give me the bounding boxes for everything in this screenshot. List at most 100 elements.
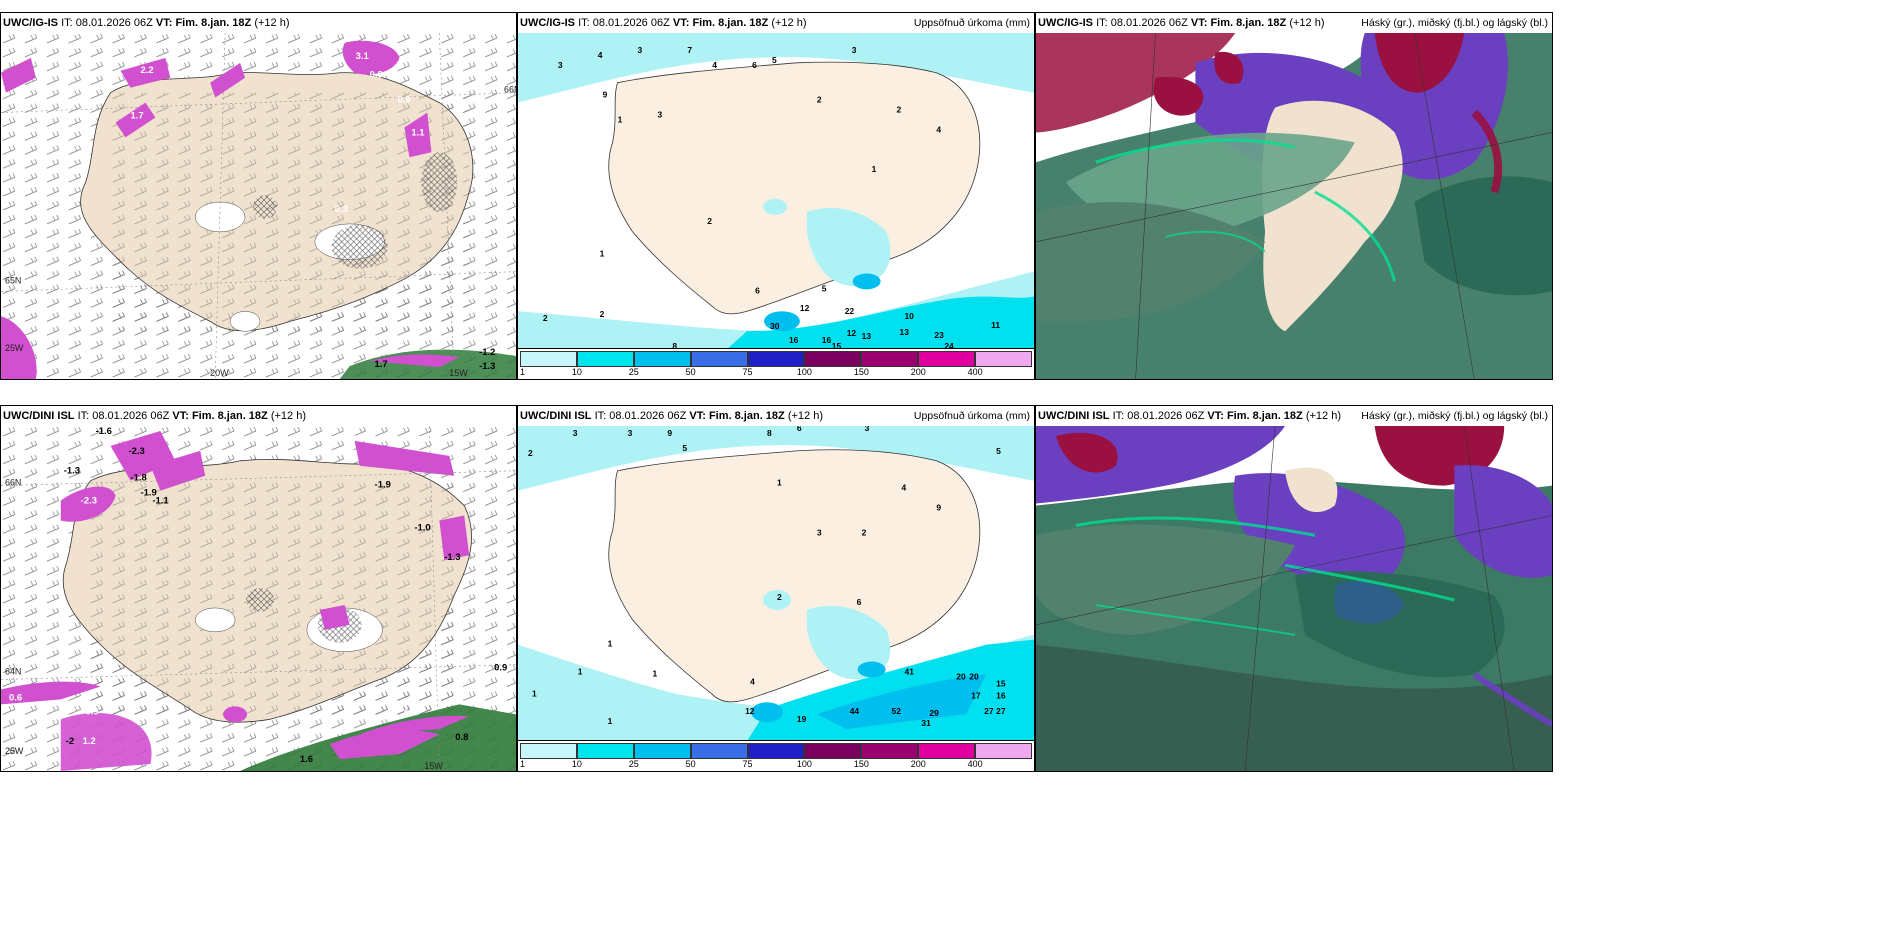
map-area[interactable]: 15W 25W 64N 66N -1.6 -2.3 -1.8 -1.9 -1.1… [1,426,516,771]
temp-value: 0.9 [494,663,507,674]
map-area[interactable] [1036,33,1552,379]
temp-value: 0.8 [455,732,468,743]
lead-time: (+12 h) [270,410,306,422]
temp-value: -1.8 [130,473,146,484]
legend-tick: 150 [853,759,869,769]
legend-ticks: 1 10 25 50 75 100 150 200 400 [520,367,1032,379]
temperature-map: 15W 25W 64N 66N -1.6 -2.3 -1.8 -1.9 -1.1… [1,426,516,771]
lead-time: (+12 h) [787,410,823,422]
model-name: UWC/DINI ISL [520,410,592,422]
legend-swatch [804,351,862,367]
temp-value: 1.7 [130,111,143,122]
vt-value: Fim. 8.jan. 18Z [175,17,252,29]
map-area[interactable] [1036,426,1552,771]
precip-value: 2 [777,592,782,602]
temp-value: 1.7 [375,359,388,370]
precip-value: 16 [789,335,799,345]
axis-label: 15W [449,368,468,378]
legend-tick: 75 [742,759,753,769]
precip-value: 3 [817,527,822,537]
vt-label: VT: [172,410,189,422]
precip-value: 2 [862,527,867,537]
panel-dini-clouds[interactable]: UWC/DINI ISL IT: 08.01.2026 06Z VT: Fim.… [1035,405,1553,772]
legend-tick: 400 [967,759,983,769]
vt-label: VT: [155,17,173,29]
precip-value: 1 [578,666,583,676]
vt-value: Fim. 8.jan. 18Z [692,17,769,29]
precip-value: 5 [996,446,1001,456]
precip-value: 6 [797,426,802,433]
vt-value: Fim. 8.jan. 18Z [1226,410,1303,422]
legend-swatch [520,743,577,759]
panel-dini-precip[interactable]: UWC/DINI ISL IT: 08.01.2026 06Z VT: Fim.… [517,405,1035,772]
legend-tick: 100 [796,367,812,377]
precip-value: 3 [638,45,643,55]
precip-value: 2 [897,105,902,115]
precip-value: 1 [532,688,537,698]
precip-value: 3 [628,428,633,438]
panel-igis-clouds[interactable]: UWC/IG-IS IT: 08.01.2026 06Z VT: Fim. 8.… [1035,12,1553,380]
vt-value: Fim. 8.jan. 18Z [191,410,268,422]
map-area[interactable]: 20W 15W 25W 65N 66N 3.1 2.2 1.7 1.1 0.9 … [1,33,516,379]
legend-swatch [633,351,691,367]
panel-title: Háský (gr.), miðský (fj.bl.) og lágský (… [1361,410,1548,422]
axis-label: 64N [5,667,21,677]
panel-igis-temp[interactable]: UWC/IG-IS IT: 08.01.2026 06Z VT: Fim. 8.… [0,12,517,380]
precip-value: 52 [892,706,902,716]
legend-swatch [576,743,634,759]
panel-header: UWC/IG-IS IT: 08.01.2026 06Z VT: Fim. 8.… [518,13,1034,33]
legend-tick: 25 [628,367,639,377]
precip-value: 4 [598,50,603,60]
temp-value: 1.6 [300,754,313,765]
precip-value: 9 [936,502,941,512]
precip-map: 3 4 3 7 4 6 5 3 2 1 2 1 6 5 12 22 10 12 … [518,33,1034,349]
it-label: IT: [578,17,590,29]
precip-value: 24 [944,341,954,349]
temp-value: 0.9 [397,95,410,106]
precip-value: 2 [528,448,533,458]
map-area[interactable]: 3 4 3 7 4 6 5 3 2 1 2 1 6 5 12 22 10 12 … [518,33,1034,349]
legend-swatch [747,743,805,759]
temp-value: -1.2 [479,347,495,358]
precip-value: 20 [956,671,966,681]
precip-value: 22 [845,306,855,316]
precip-value: 30 [770,321,780,331]
precip-value: 5 [682,443,687,453]
legend-tick: 25 [628,759,639,769]
lead-time: (+12 h) [771,17,807,29]
temp-value: -2 [66,736,74,747]
precip-value: 12 [847,328,857,338]
precip-legend: 1 10 25 50 75 100 150 200 400 [518,348,1034,379]
precip-legend: 1 10 25 50 75 100 150 200 400 [518,740,1034,771]
it-value: 08.01.2026 06Z [92,410,170,422]
precip-value: 3 [865,426,870,433]
temp-value: -2.3 [81,496,97,507]
temp-value: 2.2 [140,65,153,76]
precip-value: 9 [667,428,672,438]
legend-swatch [520,351,577,367]
legend-tick: 1 [520,367,526,377]
precip-value: 12 [745,706,755,716]
precip-value: 8 [767,428,772,438]
model-name: UWC/IG-IS [3,17,58,29]
legend-swatch [861,351,919,367]
temperature-map: 20W 15W 25W 65N 66N 3.1 2.2 1.7 1.1 0.9 … [1,33,516,379]
cloud-map [1036,426,1552,771]
precip-value: 27 [996,706,1006,716]
legend-swatch [918,743,976,759]
axis-label: 25W [5,746,24,756]
it-value: 08.01.2026 06Z [1110,17,1188,29]
precip-value: 13 [900,327,910,337]
temp-value: -1.3 [64,466,80,477]
panel-dini-temp[interactable]: UWC/DINI ISL IT: 08.01.2026 06Z VT: Fim.… [0,405,517,772]
panel-title: Háský (gr.), miðský (fj.bl.) og lágský (… [1361,17,1548,29]
precip-value: 1 [608,716,613,726]
panel-igis-precip[interactable]: UWC/IG-IS IT: 08.01.2026 06Z VT: Fim. 8.… [517,12,1035,380]
it-label: IT: [77,410,90,422]
temp-value: 0.8 [370,70,383,81]
temp-value: -1.0 [414,522,430,533]
map-area[interactable]: 2 3 3 9 5 8 6 3 1 4 5 2 1 2 41 44 52 29 … [518,426,1034,741]
precip-value: 1 [777,478,782,488]
vt-value: Fim. 8.jan. 18Z [708,410,785,422]
model-name: UWC/IG-IS [1038,17,1093,29]
